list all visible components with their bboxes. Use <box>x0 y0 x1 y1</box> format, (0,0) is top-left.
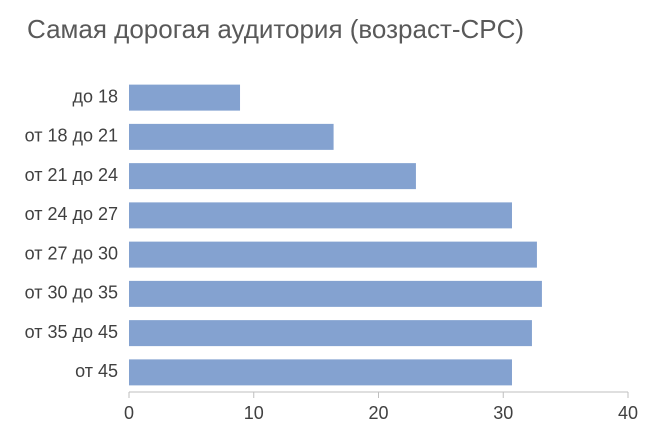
y-tick-label: от 24 до 27 <box>25 204 118 224</box>
y-tick-label: от 18 до 21 <box>25 126 118 146</box>
bar <box>129 359 512 386</box>
y-tick-label: от 21 до 24 <box>25 165 118 185</box>
y-tick-label: от 27 до 30 <box>25 243 118 263</box>
bar <box>129 280 542 307</box>
x-tick-label: 10 <box>244 403 264 423</box>
bar <box>129 123 334 150</box>
bar <box>129 320 532 347</box>
x-tick-label: 0 <box>124 403 134 423</box>
bar <box>129 163 416 190</box>
x-tick-label: 20 <box>368 403 388 423</box>
y-tick-label: до 18 <box>72 86 118 106</box>
x-tick-label: 40 <box>618 403 638 423</box>
y-tick-label: от 35 до 45 <box>25 322 118 342</box>
bar <box>129 84 241 111</box>
y-tick-label: от 45 <box>75 361 118 381</box>
x-tick-label: 30 <box>493 403 513 423</box>
chart-title: Самая дорогая аудитория (возраст-CPC) <box>27 14 524 44</box>
bar <box>129 241 537 268</box>
bar <box>129 202 512 229</box>
y-tick-label: от 30 до 35 <box>25 283 118 303</box>
